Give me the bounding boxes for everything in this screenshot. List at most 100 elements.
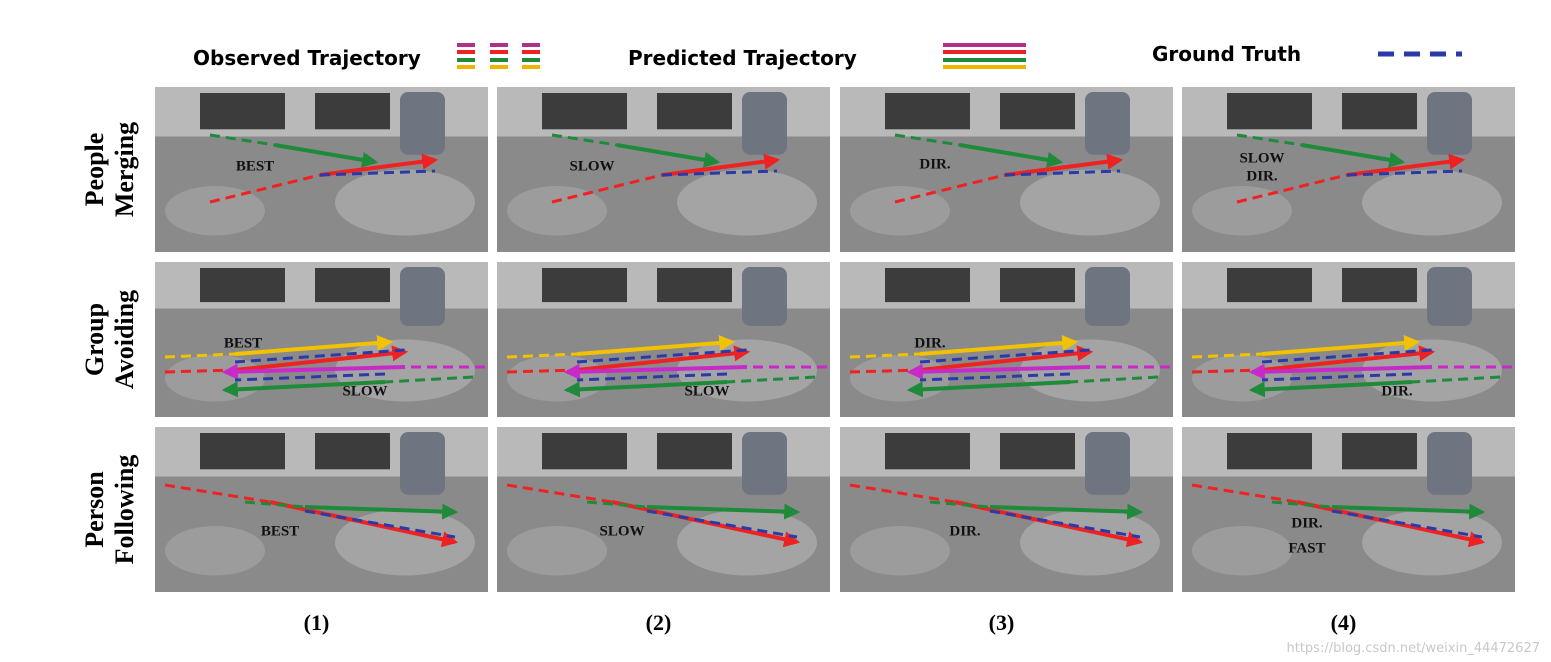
column-label: (3) [989,610,1015,635]
trajectory [894,133,961,147]
window [1000,268,1075,303]
car [742,432,787,495]
trajectory [616,143,721,168]
trajectory [1191,368,1263,374]
column-label: (1) [304,610,330,635]
panel: SLOW DIR. [1182,87,1515,252]
trajectory [661,169,778,177]
car [1427,267,1472,326]
trajectory [1069,375,1159,384]
legend-label: Observed Trajectory [193,46,421,70]
shadow [335,169,475,236]
trajectory [576,335,736,356]
trajectory [989,509,1141,539]
trajectory [1191,483,1298,504]
trajectory [989,503,1144,520]
panel: BEST [155,427,488,592]
trajectory [234,348,406,364]
window [200,268,285,303]
trajectory [1331,503,1486,520]
window [885,93,970,130]
trajectory [906,380,1071,398]
window [200,93,285,130]
shadow [1192,526,1292,576]
trajectory [959,143,1064,168]
trajectory [1261,345,1436,372]
trajectory [849,352,921,359]
trajectory [576,372,728,382]
trajectory [611,500,801,548]
column-label: (2) [646,610,672,635]
trajectory [551,173,663,204]
trajectory [726,375,816,384]
panel: DIR. FAST [1182,427,1515,592]
window [1227,268,1312,303]
trajectory [209,133,276,147]
trajectory [1296,500,1486,548]
trajectory [1346,153,1466,177]
panel-tag: SLOW [569,158,614,174]
window [657,268,732,303]
trajectory [506,368,578,374]
window [1342,433,1417,470]
trajectory [1248,363,1433,380]
trajectory [304,509,456,539]
trajectory [221,363,406,380]
trajectory [269,500,459,548]
window [1000,433,1075,470]
trajectory [164,368,236,374]
car [742,267,787,326]
window [885,268,970,303]
trajectory [384,375,474,384]
panel: SLOW [497,87,830,252]
trajectory [576,348,748,364]
shadow [677,509,817,576]
window [542,268,627,303]
trajectory [244,500,306,509]
trajectory [576,345,751,372]
panel: SLOW [497,262,830,417]
legend-icon [943,43,1026,69]
trajectory [646,509,798,539]
legend-label: Predicted Trajectory [628,46,857,70]
row-label: Avoiding [110,290,139,389]
trajectory [563,380,728,398]
shadow [507,526,607,576]
legend-label: Ground Truth [1152,42,1301,66]
window [542,433,627,470]
window [657,433,732,470]
window [1342,268,1417,303]
car [400,92,445,155]
shadow [1362,169,1502,236]
trajectory [919,335,1079,356]
row-label: Person [80,471,109,548]
trajectory [506,352,578,359]
trajectory [1271,500,1333,509]
trajectory [319,153,439,177]
watermark: https://blog.csdn.net/weixin_44472627 [1286,641,1540,656]
trajectory [954,500,1144,548]
panel-tag: DIR. [1291,515,1323,531]
trajectory [661,153,781,177]
shadow [1362,509,1502,576]
trajectory [551,133,618,147]
car [1427,92,1472,155]
trajectory [929,500,991,509]
window [657,93,732,130]
trajectory [234,335,394,356]
trajectory [304,503,459,520]
row-label: Merging [110,122,139,217]
panel-tag: BEST [261,523,299,539]
trajectory [319,169,436,177]
shadow [335,509,475,576]
panel: DIR. [840,427,1173,592]
row-label: Group [80,303,109,376]
trajectory [1248,380,1413,398]
panel-tag: BEST [224,335,262,351]
trajectory [894,173,1006,204]
trajectory [1191,352,1263,359]
panel: BEST [155,87,488,252]
panel-tag: DIR. [949,523,981,539]
trajectory [1261,335,1421,356]
trajectory [1261,372,1413,382]
